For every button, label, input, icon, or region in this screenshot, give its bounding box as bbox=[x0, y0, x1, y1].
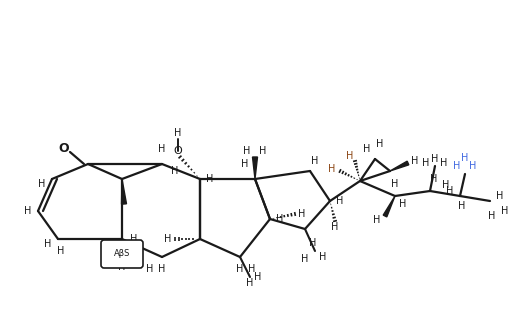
Text: H: H bbox=[319, 252, 327, 262]
Text: H: H bbox=[469, 161, 477, 171]
Polygon shape bbox=[390, 161, 409, 171]
Text: H: H bbox=[373, 215, 381, 225]
Text: H: H bbox=[259, 146, 267, 156]
Polygon shape bbox=[383, 196, 395, 217]
Text: H: H bbox=[254, 272, 262, 282]
Text: H: H bbox=[363, 144, 371, 154]
Text: H: H bbox=[453, 161, 461, 171]
Text: H: H bbox=[249, 264, 256, 274]
Text: H: H bbox=[174, 128, 182, 138]
Text: H: H bbox=[57, 246, 65, 256]
Text: H: H bbox=[430, 174, 438, 184]
Text: H: H bbox=[311, 156, 319, 166]
Text: H: H bbox=[431, 154, 439, 164]
Text: H: H bbox=[236, 264, 244, 274]
Text: H: H bbox=[331, 222, 339, 232]
Text: H: H bbox=[158, 144, 166, 154]
Text: H: H bbox=[172, 166, 179, 176]
Text: H: H bbox=[328, 164, 336, 174]
Text: H: H bbox=[24, 206, 32, 216]
Text: H: H bbox=[276, 214, 284, 224]
Text: H: H bbox=[207, 174, 213, 184]
Text: H: H bbox=[489, 211, 495, 221]
Text: AβS: AβS bbox=[114, 249, 130, 258]
FancyBboxPatch shape bbox=[101, 240, 143, 268]
Text: H: H bbox=[440, 158, 448, 168]
Text: H: H bbox=[336, 196, 344, 206]
Text: H: H bbox=[412, 156, 418, 166]
Text: H: H bbox=[164, 234, 172, 244]
Text: H: H bbox=[501, 206, 509, 216]
Text: H: H bbox=[130, 234, 138, 244]
Text: O: O bbox=[174, 146, 182, 156]
Text: H: H bbox=[496, 191, 504, 201]
Polygon shape bbox=[253, 157, 258, 179]
Text: H: H bbox=[301, 254, 309, 264]
Text: H: H bbox=[241, 159, 249, 169]
Text: H: H bbox=[243, 146, 251, 156]
Polygon shape bbox=[122, 179, 126, 204]
Text: H: H bbox=[246, 278, 254, 288]
Text: H: H bbox=[298, 209, 306, 219]
Text: H: H bbox=[442, 180, 450, 190]
Text: H: H bbox=[376, 139, 384, 149]
Text: H: H bbox=[118, 262, 126, 272]
Text: H: H bbox=[38, 179, 46, 189]
Text: H: H bbox=[461, 153, 469, 163]
Text: H: H bbox=[44, 239, 52, 249]
Text: O: O bbox=[59, 143, 70, 155]
Text: H: H bbox=[346, 151, 354, 161]
Text: H: H bbox=[458, 201, 466, 211]
Text: H: H bbox=[158, 264, 166, 274]
Text: H: H bbox=[310, 238, 316, 248]
Text: H: H bbox=[391, 179, 399, 189]
Text: H: H bbox=[399, 199, 407, 209]
Text: H: H bbox=[447, 186, 453, 196]
Text: H: H bbox=[422, 158, 430, 168]
Text: H: H bbox=[147, 264, 153, 274]
